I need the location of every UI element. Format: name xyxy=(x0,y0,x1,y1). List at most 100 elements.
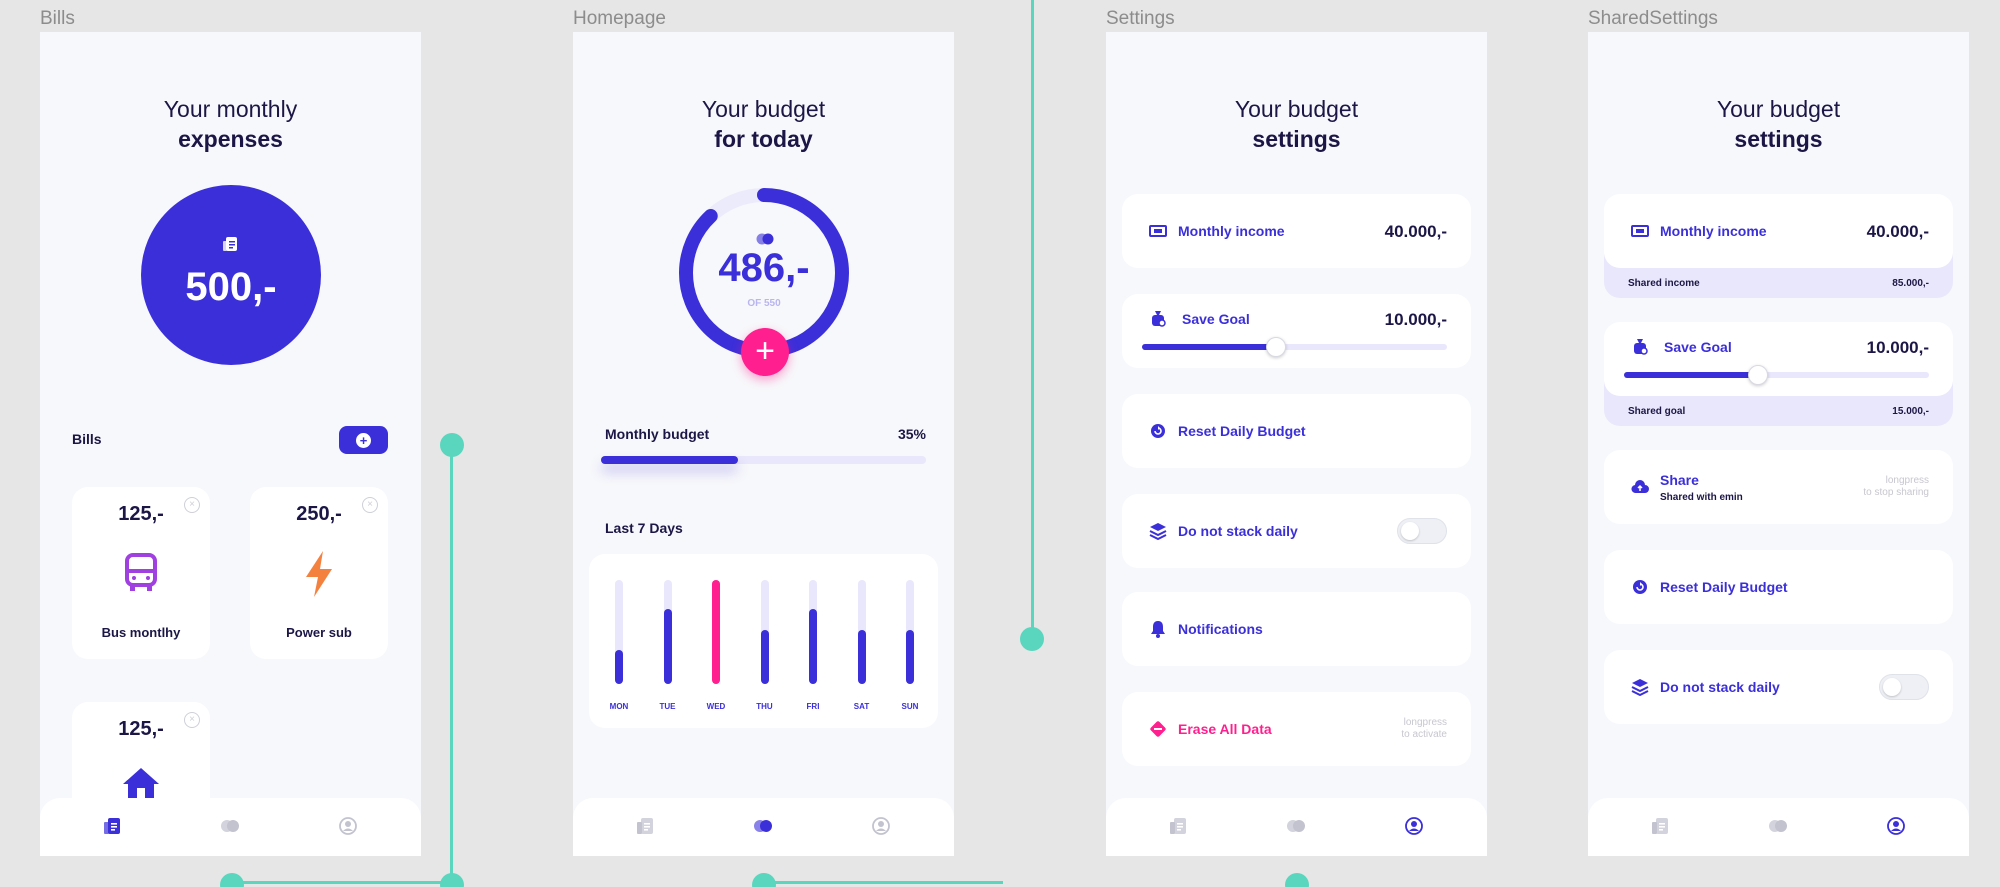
nav-bills-receipt-icon[interactable] xyxy=(1164,812,1192,840)
day-label: MON xyxy=(609,702,629,711)
bill-name: Power sub xyxy=(286,625,352,640)
banknote-icon xyxy=(1630,221,1650,241)
erase-icon xyxy=(1148,719,1168,739)
bills-screen: Your monthly expenses 500,- Bills + 125,… xyxy=(40,32,421,856)
shared-with-text: Shared with emin xyxy=(1660,492,1743,503)
notifications-row[interactable]: Notifications xyxy=(1122,592,1471,666)
day-bar-fill xyxy=(712,580,720,684)
nav-budget-coins-icon[interactable] xyxy=(216,812,244,840)
day-bar-mon xyxy=(615,580,623,684)
nav-budget-coins-icon[interactable] xyxy=(1282,812,1310,840)
day-bar-fri xyxy=(809,580,817,684)
page-title: Your budget for today xyxy=(701,96,826,152)
close-icon[interactable]: × xyxy=(184,712,200,728)
share-label: Share xyxy=(1660,472,1699,488)
connector-wire xyxy=(231,881,453,884)
add-bill-button[interactable]: + xyxy=(339,426,388,454)
nav-budget-coins-icon[interactable] xyxy=(749,812,777,840)
save-goal-slider[interactable] xyxy=(1624,365,1929,385)
frame-label-shared-settings: SharedSettings xyxy=(1588,8,1718,29)
reset-daily-budget-row[interactable]: Reset Daily Budget xyxy=(1604,550,1953,624)
monthly-budget-label: Monthly budget xyxy=(605,426,710,442)
homepage-screen: Your budget for today 486,- OF 550 + Mon… xyxy=(573,32,954,856)
save-goal-label: Save Goal xyxy=(1182,311,1250,327)
save-goal-value: 10.000,- xyxy=(1866,338,1929,357)
nav-bills-receipt-icon[interactable] xyxy=(1646,812,1674,840)
connector-node[interactable] xyxy=(752,873,776,887)
day-bar-sun xyxy=(906,580,914,684)
save-goal-slider[interactable] xyxy=(1142,337,1447,357)
do-not-stack-toggle[interactable] xyxy=(1879,674,1929,700)
bill-card[interactable]: 250,- × Power sub xyxy=(250,487,388,659)
monthly-income-label: Monthly income xyxy=(1178,223,1285,239)
day-bar-fill xyxy=(906,629,914,684)
page-title: Your budget settings xyxy=(1234,96,1359,152)
nav-profile-icon[interactable] xyxy=(334,812,362,840)
notifications-label: Notifications xyxy=(1178,621,1263,637)
coins-icon xyxy=(756,232,774,250)
bill-name: Bus montlhy xyxy=(101,625,181,640)
connector-node[interactable] xyxy=(1020,627,1044,651)
share-row[interactable]: Share Shared with emin longpress to stop… xyxy=(1604,450,1953,524)
day-bar-wed xyxy=(712,580,720,684)
budget-of-total: OF 550 xyxy=(747,298,781,309)
bill-amount: 125,- xyxy=(118,718,164,740)
nav-profile-icon[interactable] xyxy=(1400,812,1428,840)
do-not-stack-row: Do not stack daily xyxy=(1604,650,1953,724)
close-icon[interactable]: × xyxy=(362,497,378,513)
nav-budget-coins-icon[interactable] xyxy=(1764,812,1792,840)
page-title: Your budget settings xyxy=(1716,96,1841,152)
save-goal-label: Save Goal xyxy=(1664,339,1732,355)
budget-remaining-value: 486,- xyxy=(718,246,810,290)
reset-daily-budget-row[interactable]: Reset Daily Budget xyxy=(1122,394,1471,468)
bus-icon xyxy=(123,553,159,598)
monthly-income-value: 40.000,- xyxy=(1866,222,1929,241)
erase-all-data-row[interactable]: Erase All Data longpress to activate xyxy=(1122,692,1471,766)
do-not-stack-toggle[interactable] xyxy=(1397,518,1447,544)
money-bag-icon xyxy=(1148,308,1168,328)
connector-node[interactable] xyxy=(440,433,464,457)
cloud-upload-icon xyxy=(1630,477,1650,497)
shared-goal-value: 15.000,- xyxy=(1892,406,1929,417)
monthly-budget-progress-fill xyxy=(601,456,738,464)
monthly-budget-percent: 35% xyxy=(897,426,926,442)
shared-income-value: 85.000,- xyxy=(1892,278,1929,289)
monthly-income-row[interactable]: Monthly income 40.000,- xyxy=(1122,194,1471,268)
save-goal-row[interactable]: Save Goal 10.000,- xyxy=(1604,322,1953,396)
day-label: THU xyxy=(756,702,773,711)
do-not-stack-row: Do not stack daily xyxy=(1122,494,1471,568)
nav-profile-icon[interactable] xyxy=(1882,812,1910,840)
close-icon[interactable]: × xyxy=(184,497,200,513)
last-7-days-chart: MON TUE WED THU FRI SAT SUN xyxy=(589,554,938,728)
connector-node[interactable] xyxy=(440,873,464,887)
reset-icon xyxy=(1148,421,1168,441)
bell-icon xyxy=(1148,619,1168,639)
nav-bills-receipt-icon[interactable] xyxy=(98,812,126,840)
save-goal-slider-thumb[interactable] xyxy=(1748,365,1769,385)
settings-screen: Your budget settings Monthly income 40.0… xyxy=(1106,32,1487,856)
connector-wire xyxy=(1031,0,1034,638)
day-bar-fill xyxy=(857,629,866,684)
bottom-nav xyxy=(1106,798,1487,856)
connector-wire xyxy=(763,881,1003,884)
save-goal-slider-thumb[interactable] xyxy=(1266,337,1287,357)
reset-daily-budget-label: Reset Daily Budget xyxy=(1660,579,1788,595)
frame-label-bills: Bills xyxy=(40,8,75,29)
bills-section-label: Bills xyxy=(72,431,102,447)
share-hint: longpress to stop sharing xyxy=(1863,475,1929,498)
monthly-income-row[interactable]: Monthly income 40.000,- xyxy=(1604,194,1953,268)
nav-profile-icon[interactable] xyxy=(867,812,895,840)
nav-bills-receipt-icon[interactable] xyxy=(631,812,659,840)
bottom-nav xyxy=(573,798,954,856)
day-bar-fill xyxy=(809,609,817,684)
day-bar-fill xyxy=(760,629,769,684)
day-label: FRI xyxy=(806,702,820,711)
bill-card[interactable]: 125,- × Bus montlhy xyxy=(72,487,210,659)
erase-hint: longpress to activate xyxy=(1401,717,1447,740)
save-goal-value: 10.000,- xyxy=(1384,310,1447,329)
save-goal-row[interactable]: Save Goal 10.000,- xyxy=(1122,294,1471,368)
add-expense-button[interactable]: + xyxy=(741,328,789,376)
connector-node[interactable] xyxy=(1285,873,1309,887)
connector-node[interactable] xyxy=(220,873,244,887)
monthly-budget-progress-track xyxy=(601,456,926,464)
